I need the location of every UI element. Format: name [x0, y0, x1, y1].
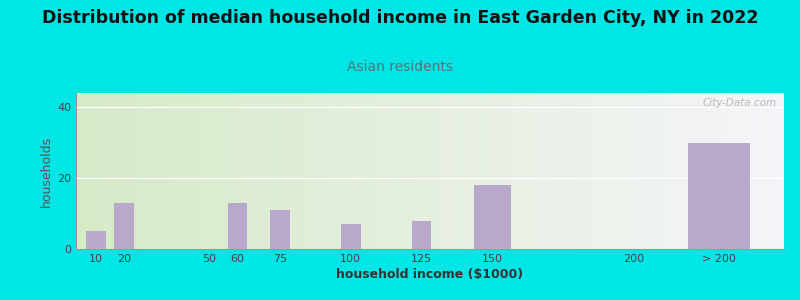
Bar	[411, 220, 431, 249]
Bar	[341, 224, 361, 249]
Text: Distribution of median household income in East Garden City, NY in 2022: Distribution of median household income …	[42, 9, 758, 27]
Y-axis label: households: households	[40, 135, 53, 207]
Bar	[270, 210, 290, 249]
Bar	[227, 203, 247, 249]
Text: Asian residents: Asian residents	[347, 60, 453, 74]
Text: City-Data.com: City-Data.com	[702, 98, 777, 108]
Bar	[688, 142, 750, 249]
Bar	[86, 231, 106, 249]
Bar	[474, 185, 510, 249]
Bar	[114, 203, 134, 249]
X-axis label: household income ($1000): household income ($1000)	[337, 268, 523, 281]
